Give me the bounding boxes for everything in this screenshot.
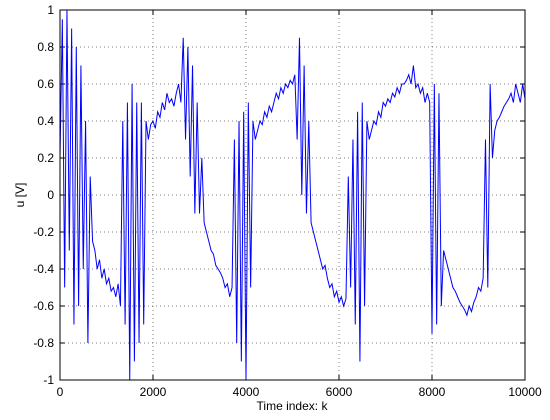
y-tick-label: 0.2 [37, 151, 54, 165]
y-tick-label: -0.6 [33, 299, 54, 313]
y-tick-label: -0.2 [33, 225, 54, 239]
x-axis-label: Time index: k [257, 399, 329, 413]
x-tick-label: 2000 [140, 385, 167, 399]
y-tick-label: 0 [47, 188, 54, 202]
x-tick-label: 0 [57, 385, 64, 399]
x-tick-label: 4000 [233, 385, 260, 399]
y-tick-label: 0.4 [37, 114, 54, 128]
y-tick-label: -0.4 [33, 262, 54, 276]
axes-box [59, 9, 526, 381]
y-axis-label: u [V] [13, 183, 27, 208]
x-tick-label: 10000 [508, 385, 542, 399]
y-tick-label: 0.8 [37, 40, 54, 54]
data-line [59, 9, 526, 381]
y-tick-label: 1 [47, 3, 54, 17]
y-tick-label: 0.6 [37, 77, 54, 91]
x-tick-label: 6000 [326, 385, 353, 399]
y-tick-label: -1 [43, 373, 54, 387]
x-tick-label: 8000 [419, 385, 446, 399]
y-tick-label: -0.8 [33, 336, 54, 350]
